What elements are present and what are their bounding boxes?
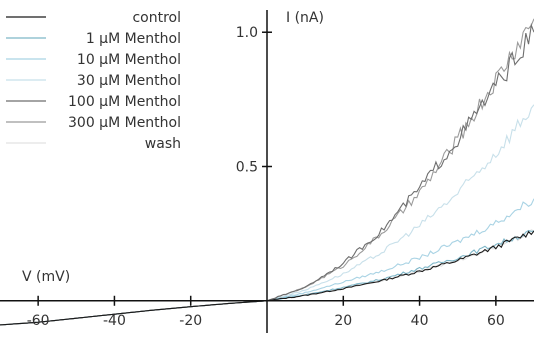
y-tick-label: 1.0	[236, 25, 258, 41]
ticks-layer: -60 -40 -20 20 40 60 0.5 1.0	[27, 25, 505, 329]
x-tick-label: -60	[27, 313, 50, 329]
legend-label: 300 µM Menthol	[68, 115, 181, 131]
legend-label: 100 µM Menthol	[68, 94, 181, 110]
x-tick-label: -40	[103, 313, 126, 329]
x-tick-label: 40	[411, 313, 429, 329]
legend-label: 10 µM Menthol	[77, 52, 181, 68]
legend-label: 1 µM Menthol	[86, 31, 181, 47]
y-axis-label: I (nA)	[286, 10, 324, 26]
x-tick-label: 60	[487, 313, 505, 329]
y-tick-label: 0.5	[236, 160, 258, 176]
axes-layer	[0, 10, 534, 333]
legend-label: 30 µM Menthol	[77, 73, 181, 89]
legend: control 1 µM Menthol 10 µM Menthol 30 µM Me…	[6, 10, 181, 152]
x-tick-label: -20	[179, 313, 202, 329]
legend-label: control	[132, 10, 181, 26]
x-axis-label: V (mV)	[22, 269, 70, 285]
x-tick-label: 20	[334, 313, 352, 329]
legend-label: wash	[145, 136, 181, 152]
